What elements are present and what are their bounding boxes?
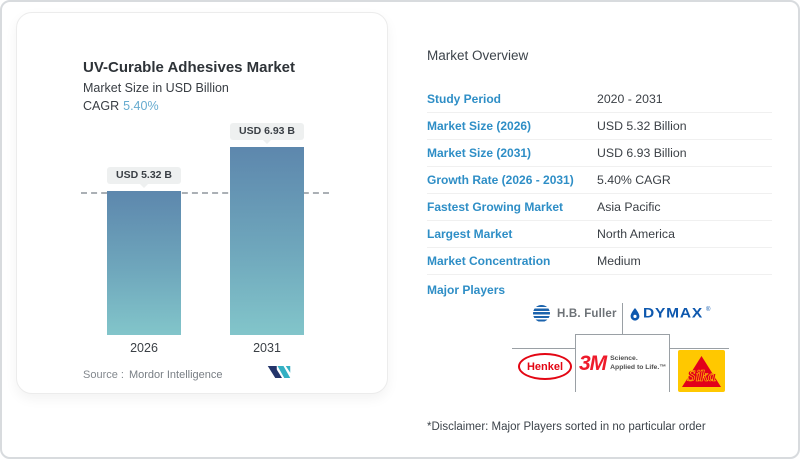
overview-row: Study Period 2020 - 2031	[427, 86, 772, 113]
row-label: Market Concentration	[427, 254, 551, 268]
x-axis-label-2031: 2031	[253, 341, 281, 355]
players-grid-line-left	[512, 348, 575, 349]
bar-2026	[107, 191, 181, 335]
dymax-droplet-icon	[630, 307, 640, 321]
threem-tagline-line1: Science.	[610, 355, 638, 363]
threem-wordmark: 3M	[578, 351, 607, 375]
disclaimer-text: *Disclaimer: Major Players sorted in no …	[427, 421, 706, 433]
threem-tagline: Science. Applied to Life.™	[610, 355, 666, 372]
overview-row: Growth Rate (2026 - 2031) 5.40% CAGR	[427, 167, 772, 194]
dymax-wordmark: DYMAX	[643, 305, 703, 322]
sika-wordmark: Sika	[687, 368, 716, 385]
bar-value-label: USD 5.32 B	[106, 167, 182, 184]
row-label: Market Size (2026)	[427, 119, 532, 133]
sika-logo: Sika	[678, 350, 725, 392]
row-value: USD 5.32 Billion	[597, 119, 687, 133]
players-grid-divider	[622, 303, 623, 334]
chart-card: UV-Curable Adhesives Market Market Size …	[16, 12, 388, 394]
source-label: Source :	[83, 369, 124, 381]
hbfuller-wordmark: H.B. Fuller	[557, 307, 617, 320]
row-label: Study Period	[427, 92, 502, 106]
threem-tagline-line2: Applied to Life.™	[610, 363, 667, 371]
overview-row: Largest Market North America	[427, 221, 772, 248]
row-label: Growth Rate (2026 - 2031)	[427, 173, 574, 187]
source-value: Mordor Intelligence	[128, 369, 223, 381]
row-label: Largest Market	[427, 227, 513, 241]
dymax-logo: DYMAX ®	[630, 305, 710, 323]
overview-row: Market Size (2031) USD 6.93 Billion	[427, 140, 772, 167]
hbfuller-logo: H.B. Fuller	[533, 305, 617, 322]
players-grid-line-right	[670, 348, 729, 349]
bar-value-label: USD 6.93 B	[229, 123, 305, 140]
row-label: Market Size (2031)	[427, 146, 532, 160]
chart-subtitle: Market Size in USD Billion	[83, 81, 229, 95]
cagr-line: CAGR 5.40%	[83, 99, 159, 113]
source-attribution: Source : Mordor Intelligence	[83, 369, 223, 381]
chart-title: UV-Curable Adhesives Market	[83, 59, 296, 76]
x-axis-label-2026: 2026	[130, 341, 158, 355]
mordor-intelligence-logo-icon	[267, 366, 291, 378]
hbfuller-globe-icon	[533, 305, 550, 322]
overview-row: Market Size (2026) USD 5.32 Billion	[427, 113, 772, 140]
henkel-wordmark: Henkel	[526, 360, 564, 373]
row-label: Fastest Growing Market	[427, 200, 564, 214]
overview-row: Market Concentration Medium	[427, 248, 772, 275]
major-players-label: Major Players	[427, 283, 506, 297]
overview-table: Study Period 2020 - 2031 Market Size (20…	[427, 86, 772, 275]
cagr-label: CAGR	[83, 99, 120, 113]
threem-logo: 3M Science. Applied to Life.™	[575, 334, 670, 392]
row-value: North America	[597, 227, 675, 241]
henkel-logo: Henkel	[518, 353, 572, 380]
cagr-value: 5.40%	[123, 99, 159, 113]
row-value: 2020 - 2031	[597, 92, 663, 106]
market-overview-panel: Market Overview Study Period 2020 - 2031…	[427, 2, 779, 457]
reference-dashed-line	[81, 192, 329, 194]
row-value: Medium	[597, 254, 641, 268]
bar-2031	[230, 147, 304, 335]
overview-heading: Market Overview	[427, 48, 529, 63]
dymax-registered-mark: ®	[705, 307, 711, 313]
row-value: 5.40% CAGR	[597, 173, 671, 187]
row-value: Asia Pacific	[597, 200, 661, 214]
bar-group-2031: USD 6.93 B	[229, 123, 305, 335]
bar-group-2026: USD 5.32 B	[106, 167, 182, 335]
row-value: USD 6.93 Billion	[597, 146, 687, 160]
overview-row: Fastest Growing Market Asia Pacific	[427, 194, 772, 221]
